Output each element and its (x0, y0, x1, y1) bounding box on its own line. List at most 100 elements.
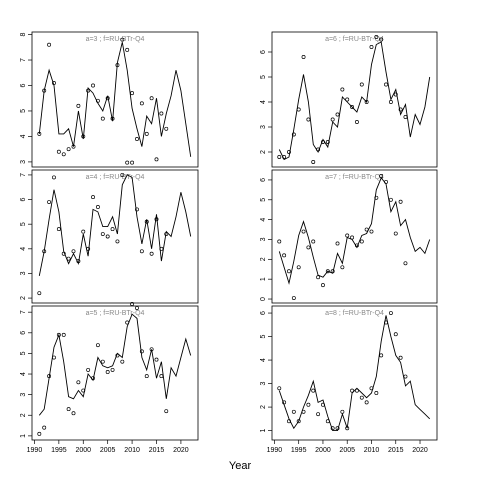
observed-point (159, 246, 164, 251)
y-tick-label: 7 (20, 58, 27, 62)
observed-point (384, 82, 388, 87)
observed-point (139, 101, 144, 106)
observed-point (95, 204, 100, 209)
observed-point (345, 233, 350, 238)
y-tick-label: 5 (20, 222, 27, 226)
y-tick-label: 4 (260, 218, 267, 222)
x-tick-label: 2000 (315, 447, 331, 454)
fitted-line (38, 42, 192, 157)
observed-point (81, 388, 86, 393)
observed-point (42, 88, 47, 93)
observed-point (61, 152, 66, 157)
observed-point (52, 175, 56, 180)
observed-point (125, 320, 130, 325)
y-tick-label: 6 (260, 311, 267, 315)
observed-point (130, 301, 135, 306)
observed-point (71, 144, 76, 149)
observed-point (100, 359, 105, 364)
observed-point (330, 426, 335, 431)
observed-point (42, 425, 47, 430)
x-tick-label: 2020 (412, 447, 428, 454)
observed-point (47, 374, 52, 379)
observed-point (139, 349, 144, 354)
fitted-line (278, 315, 431, 432)
observed-point (291, 296, 296, 300)
observed-point (61, 332, 66, 337)
observed-point (282, 400, 287, 405)
observed-point (369, 45, 374, 49)
observed-point (125, 160, 130, 165)
observed-point (149, 96, 154, 101)
y-tick-label: 4 (20, 372, 27, 376)
observed-point (100, 116, 105, 121)
observed-point (115, 63, 120, 68)
observed-point (277, 155, 282, 159)
observed-point (154, 357, 159, 362)
observed-point (350, 388, 355, 393)
observed-point (306, 117, 311, 122)
observed-point (359, 239, 364, 244)
y-tick-label: 6 (20, 198, 27, 202)
y-tick-label: 6 (20, 83, 27, 87)
plot-frame (271, 169, 438, 304)
observed-point (340, 265, 345, 270)
observed-point (403, 261, 408, 266)
observed-point (125, 47, 130, 52)
y-tick-label: 5 (260, 198, 267, 202)
observed-point (47, 42, 52, 47)
observed-point (306, 402, 311, 407)
observed-point (81, 229, 86, 234)
x-tick-label: 2010 (124, 447, 140, 454)
observed-point (91, 195, 95, 200)
observed-point (345, 97, 350, 102)
observed-point (321, 402, 325, 407)
observed-point (301, 409, 306, 414)
observed-point (86, 246, 91, 251)
observed-point (105, 96, 110, 101)
x-tick-label: 2005 (339, 447, 355, 454)
observed-point (81, 134, 86, 139)
observed-point (403, 374, 408, 379)
observed-point (154, 217, 159, 222)
observed-point (287, 150, 291, 154)
observed-point (120, 359, 125, 364)
observed-point (130, 160, 135, 165)
observed-point (325, 140, 330, 144)
observed-point (340, 409, 345, 414)
x-tick-label: 2020 (173, 447, 189, 454)
observed-point (379, 353, 384, 358)
observed-point (110, 367, 115, 372)
observed-point (359, 82, 364, 87)
observed-point (105, 370, 110, 374)
y-tick-label: 5 (20, 351, 27, 355)
x-tick-label: 1995 (51, 447, 67, 454)
observed-point (291, 132, 296, 137)
observed-point (120, 172, 125, 177)
observed-point (164, 126, 169, 131)
observed-point (159, 111, 164, 116)
observed-point (330, 269, 335, 274)
observed-point (56, 332, 61, 337)
x-axis-label: Year (229, 460, 252, 472)
observed-point (144, 219, 149, 224)
observed-point (388, 197, 393, 202)
y-tick-label: 4 (260, 358, 267, 362)
observed-point (388, 100, 393, 104)
observed-point (393, 231, 398, 236)
observed-point (115, 239, 120, 244)
observed-point (110, 227, 115, 232)
observed-point (311, 239, 316, 244)
observed-point (296, 107, 301, 112)
observed-point (135, 306, 139, 311)
observed-point (61, 251, 66, 256)
observed-point (164, 409, 169, 414)
observed-point (350, 235, 355, 240)
observed-point (100, 232, 105, 236)
y-tick-label: 3 (20, 271, 27, 275)
x-tick-label: 1995 (291, 447, 307, 454)
y-tick-label: 5 (260, 75, 267, 79)
observed-point (369, 386, 374, 391)
observed-point (316, 412, 321, 417)
y-tick-label: 1 (260, 277, 267, 281)
y-tick-label: 1 (260, 429, 267, 433)
